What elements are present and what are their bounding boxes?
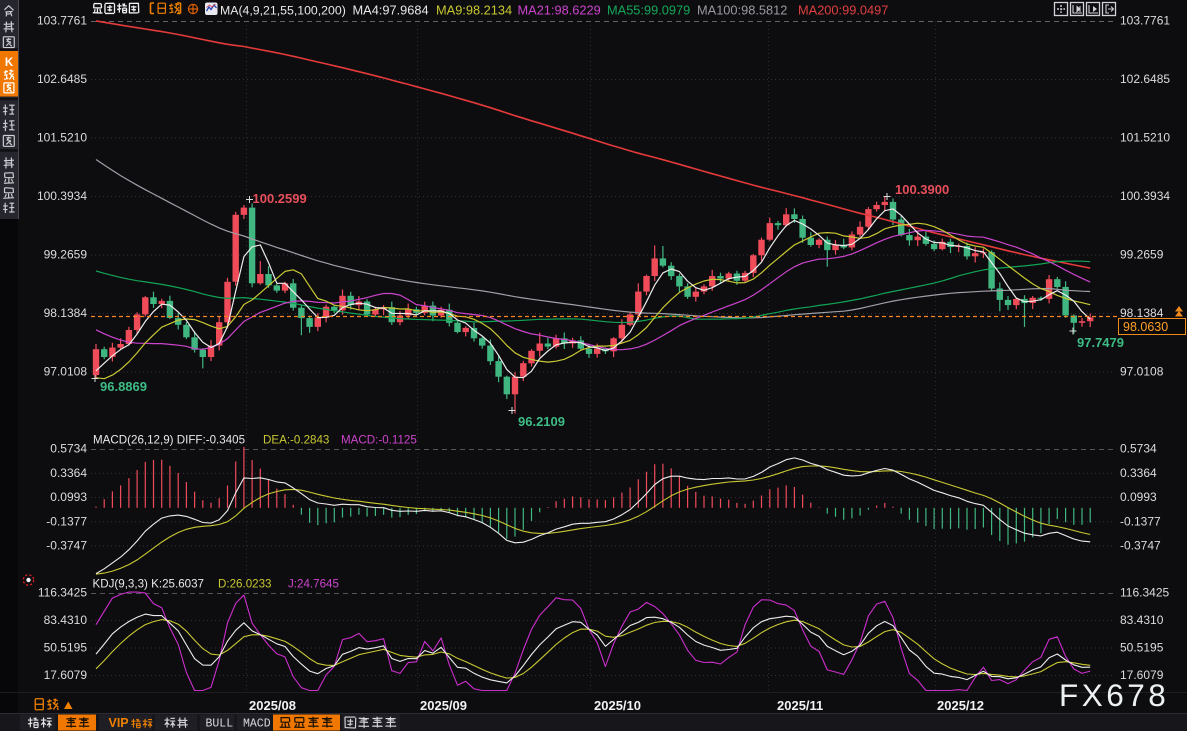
svg-text:101.5210: 101.5210: [37, 131, 87, 145]
svg-text:103.7761: 103.7761: [1120, 14, 1170, 28]
svg-text:0.5734: 0.5734: [50, 442, 87, 456]
svg-text:97.7479: 97.7479: [1077, 335, 1124, 350]
svg-text:0.3364: 0.3364: [1120, 466, 1157, 480]
svg-text:50.5195: 50.5195: [44, 641, 88, 655]
svg-text:MA9:98.2134: MA9:98.2134: [436, 3, 512, 18]
svg-text:KDJ(9,3,3) K:25.6037: KDJ(9,3,3) K:25.6037: [93, 578, 205, 591]
svg-text:97.0108: 97.0108: [44, 365, 88, 379]
svg-text:MA100:98.5812: MA100:98.5812: [697, 3, 787, 18]
svg-text:2025/09: 2025/09: [420, 698, 467, 713]
svg-text:DEA:-0.2843: DEA:-0.2843: [263, 434, 329, 447]
svg-text:0.5734: 0.5734: [1120, 442, 1157, 456]
svg-text:-0.1377: -0.1377: [1120, 514, 1161, 528]
svg-text:MACD:-0.1125: MACD:-0.1125: [341, 434, 417, 447]
svg-text:103.7761: 103.7761: [37, 14, 87, 28]
svg-text:116.3425: 116.3425: [38, 586, 87, 600]
svg-text:2025/10: 2025/10: [594, 698, 641, 713]
svg-text:96.8869: 96.8869: [100, 379, 147, 394]
svg-text:FX678: FX678: [1059, 677, 1169, 713]
svg-text:98.1384: 98.1384: [1120, 306, 1164, 320]
svg-text:-0.1377: -0.1377: [46, 514, 87, 528]
svg-text:99.2659: 99.2659: [44, 248, 88, 262]
svg-text:MA(4,9,21,55,100,200): MA(4,9,21,55,100,200): [220, 4, 346, 18]
svg-text:MA200:99.0497: MA200:99.0497: [798, 3, 888, 18]
svg-text:100.2599: 100.2599: [253, 191, 307, 206]
svg-text:116.3425: 116.3425: [1120, 586, 1169, 600]
svg-text:2025/11: 2025/11: [777, 698, 823, 713]
svg-text:102.6485: 102.6485: [1120, 72, 1170, 86]
svg-text:99.2659: 99.2659: [1120, 248, 1164, 262]
svg-text:97.0108: 97.0108: [1120, 365, 1164, 379]
svg-text:101.5210: 101.5210: [1120, 131, 1170, 145]
svg-text:98.1384: 98.1384: [44, 306, 88, 320]
svg-text:17.6079: 17.6079: [1120, 668, 1164, 682]
svg-text:0.0993: 0.0993: [50, 490, 87, 504]
svg-text:MA55:99.0979: MA55:99.0979: [607, 3, 690, 18]
svg-text:17.6079: 17.6079: [44, 668, 88, 682]
svg-text:-0.3747: -0.3747: [1120, 539, 1161, 553]
svg-text:83.4310: 83.4310: [44, 613, 88, 627]
svg-text:J:24.7645: J:24.7645: [288, 578, 339, 591]
svg-text:2025/08: 2025/08: [249, 698, 296, 713]
svg-text:83.4310: 83.4310: [1120, 613, 1164, 627]
svg-text:D:26.0233: D:26.0233: [218, 578, 272, 591]
svg-text:102.6485: 102.6485: [37, 72, 87, 86]
svg-text:100.3934: 100.3934: [1120, 189, 1170, 203]
svg-text:0.3364: 0.3364: [50, 466, 87, 480]
svg-text:K: K: [5, 57, 14, 69]
svg-text:VIP: VIP: [109, 716, 129, 730]
svg-text:-0.3747: -0.3747: [46, 539, 87, 553]
svg-text:MA4:97.9684: MA4:97.9684: [353, 3, 429, 18]
svg-text:2025/12: 2025/12: [937, 698, 984, 713]
svg-text:BULL: BULL: [206, 718, 234, 731]
svg-text:96.2109: 96.2109: [518, 414, 565, 429]
svg-text:98.0630: 98.0630: [1123, 320, 1168, 334]
svg-text:MA21:98.6229: MA21:98.6229: [518, 3, 601, 18]
svg-text:100.3900: 100.3900: [895, 182, 949, 197]
svg-text:50.5195: 50.5195: [1120, 641, 1164, 655]
svg-text:MACD(26,12,9) DIFF:-0.3405: MACD(26,12,9) DIFF:-0.3405: [93, 434, 245, 447]
svg-text:MACD: MACD: [243, 718, 271, 731]
svg-text:100.3934: 100.3934: [37, 189, 87, 203]
svg-text:0.0993: 0.0993: [1120, 490, 1157, 504]
